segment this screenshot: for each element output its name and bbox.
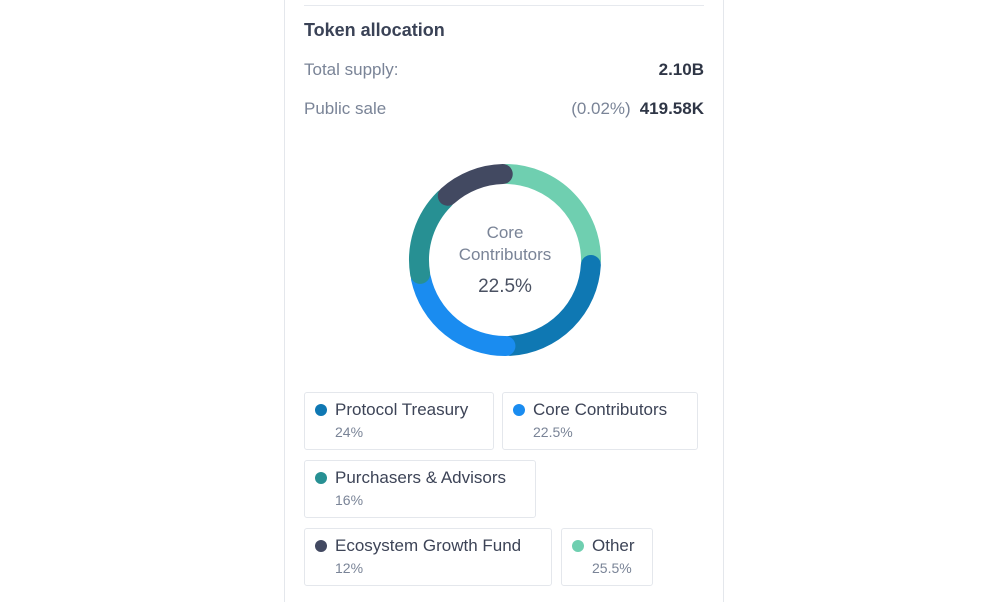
donut-slice-ecosystem-growth-fund[interactable] (437, 164, 513, 206)
legend-percent: 24% (335, 424, 364, 440)
legend-item-ecosystem-growth-fund[interactable]: Ecosystem Growth Fund 12% (304, 528, 552, 586)
legend-label: Ecosystem Growth Fund (335, 536, 522, 555)
legend-label: Purchasers & Advisors (335, 468, 507, 487)
allocation-donut-chart (409, 164, 601, 356)
legend-dot (315, 404, 327, 416)
legend-label: Protocol Treasury (335, 400, 469, 419)
legend-dot (572, 540, 584, 552)
donut-slice-protocol-treasury[interactable] (499, 254, 601, 356)
donut-center-line2: Contributors (458, 245, 552, 264)
legend-item-core-contributors[interactable]: Core Contributors 22.5% (502, 392, 698, 450)
public-sale-value: 419.58K (639, 99, 704, 118)
total-supply-row: Total supply: 2.10B (304, 58, 704, 82)
donut-slice-other[interactable] (497, 164, 601, 271)
donut-center-line1: Core (486, 223, 524, 242)
public-sale-row: Public sale (0.02%) 419.58K (304, 97, 704, 121)
public-sale-percent: (0.02%) (571, 99, 631, 118)
legend-percent: 12% (335, 560, 364, 576)
legend-item-purchasers-advisors[interactable]: Purchasers & Advisors 16% (304, 460, 536, 518)
token-allocation-card: Token allocation Total supply: 2.10B Pub… (284, 0, 724, 602)
legend-dot (315, 472, 327, 484)
donut-slice-core-contributors[interactable] (410, 268, 516, 356)
donut-slice-purchasers-advisors[interactable] (409, 188, 455, 284)
total-supply-label: Total supply: (304, 60, 399, 79)
legend-dot (513, 404, 525, 416)
legend-label: Core Contributors (533, 400, 668, 419)
public-sale-label: Public sale (304, 99, 387, 118)
legend-item-other[interactable]: Other 25.5% (561, 528, 653, 586)
divider (304, 5, 704, 6)
donut-center-value: 22.5% (478, 276, 532, 297)
legend-percent: 25.5% (592, 560, 632, 576)
legend-dot (315, 540, 327, 552)
legend-percent: 22.5% (533, 424, 573, 440)
legend-label: Other (592, 536, 635, 555)
total-supply-value: 2.10B (658, 60, 704, 79)
section-title: Token allocation (304, 20, 445, 40)
legend-item-protocol-treasury[interactable]: Protocol Treasury 24% (304, 392, 494, 450)
donut-center-label: Core Contributors 22.5% (403, 158, 607, 362)
legend-percent: 16% (335, 492, 364, 508)
